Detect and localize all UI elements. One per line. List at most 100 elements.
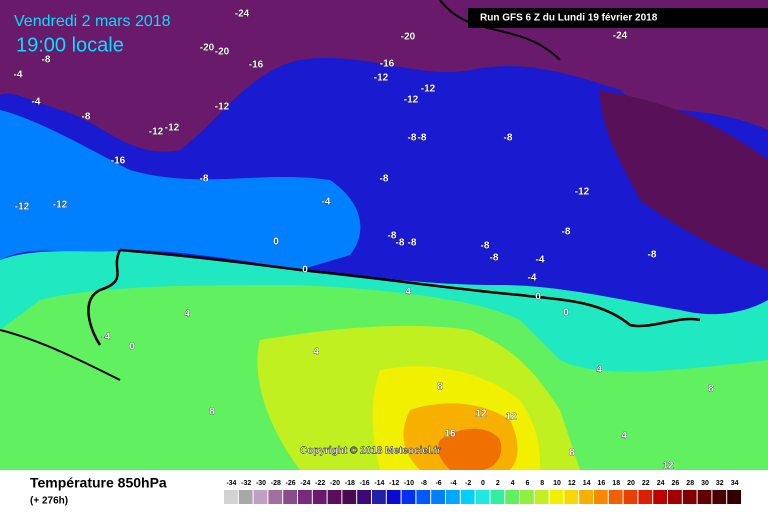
contour-label: -4 [528,273,537,284]
legend-swatch [401,490,416,504]
legend-label: -12 [389,480,399,487]
contour-label: -4 [32,97,41,108]
mid-zone [0,110,361,270]
legend-swatch [668,490,682,504]
legend-swatch [505,490,519,504]
legend-label: 32 [716,480,724,487]
contour-label: -12 [374,73,389,84]
legend-label: -22 [315,480,325,487]
legend-swatch [268,490,283,504]
legend-label: 22 [642,480,650,487]
legend-label: 16 [598,480,606,487]
legend-label: -20 [330,480,340,487]
contour-label: -12 [149,127,164,138]
contour-label: -8 [504,133,513,144]
contour-label: 4 [313,347,319,358]
contour-label: -12 [165,123,180,134]
legend-swatch [416,490,431,504]
contour-labels: -24-20 -20-8-4-4-16-20 -24-16-12-12-12-12-… [13,8,714,472]
contour-label: -20 [200,43,215,54]
legend-label: 12 [568,480,576,487]
contour-label: 4 [596,365,602,376]
legend-swatch [490,490,505,504]
footer-lead: (+ 276h) [30,496,68,507]
legend-swatch [238,490,253,504]
legend-label: -6 [435,480,441,487]
contour-label: 4 [184,309,190,320]
legend-swatch [564,490,579,504]
contour-label: -8 [396,238,405,249]
legend-swatch [357,490,371,504]
contour-label: 8 [209,407,215,418]
contour-label: 12 [505,412,517,423]
legend-label: -18 [345,480,355,487]
contour-label: -8 [408,238,417,249]
legend-swatch [534,490,549,504]
legend-swatch [697,490,712,504]
contour-label: -16 [380,59,395,70]
contour-label: -16 [111,156,126,167]
legend-label: 0 [481,480,485,487]
contour-label: 12 [662,461,674,472]
contour-label: -8 [380,174,389,185]
run-box [468,8,768,28]
legend-label: 14 [583,480,591,487]
contour-label: -12 [215,102,230,113]
contour-label: -4 [14,70,23,81]
contour-label: -8 [418,133,427,144]
contour-label: 8 [437,382,443,393]
legend-label: -24 [300,480,310,487]
time: 19:00 locale [16,34,124,56]
legend-swatch [431,490,445,504]
legend-label: -8 [421,480,427,487]
legend-label: 4 [511,480,515,487]
cold-zone-east [600,90,768,270]
contour-label: -24 [613,31,628,42]
legend-label: -30 [256,480,266,487]
legend-label: 34 [731,480,739,487]
legend-swatch [682,490,697,504]
legend-swatch [283,490,297,504]
cold-zone [0,0,768,152]
zero-isotherm [87,248,701,346]
legend-swatch [298,490,312,504]
contour-label: -8 [42,55,51,66]
legend-label: -28 [271,480,281,487]
legend-label: -4 [450,480,456,487]
contour-label: -8 [408,133,417,144]
legend-swatch [446,490,460,504]
contour-label: -12 [15,202,30,213]
contour-label: 0 [535,292,541,303]
contour-label: -24 [235,9,250,20]
contour-label: -12 [404,95,419,106]
legend-swatch [372,490,386,504]
contour-label: -16 [249,60,264,71]
contour-label: 4 [405,287,411,298]
legend-swatch [460,490,475,504]
contour-label: -12 [421,84,436,95]
legend-swatch [727,490,741,504]
legend-label: 24 [657,480,665,487]
legend-label: -16 [360,480,370,487]
legend-label: 18 [612,480,620,487]
legend-label: 2 [496,480,500,487]
contour-label: -8 [200,174,209,185]
legend-swatch [579,490,593,504]
legend: -34 -32 -30 -28 -26 -24 -22 -20 -18 -16 -14 -12 -10-… [224,480,741,504]
legend-swatch [327,490,342,504]
contour-label: -8 [648,250,657,261]
contour-label: 0 [129,342,135,353]
contour-label: 0 [273,237,279,248]
legend-swatch [312,490,327,504]
copyright: Copyright © 2018 Meteociel.fr [300,446,441,457]
legend-swatch [253,490,268,504]
legend-label: 10 [553,480,561,487]
contour-label: -20 [401,32,416,43]
contour-label: 8 [569,448,575,459]
contour-label: 16 [444,429,456,440]
legend-label: -10 [404,480,414,487]
legend-label: -34 [226,480,236,487]
run-info: Run GFS 6 Z du Lundi 19 février 2018 [480,13,658,24]
legend-swatch [224,490,238,504]
